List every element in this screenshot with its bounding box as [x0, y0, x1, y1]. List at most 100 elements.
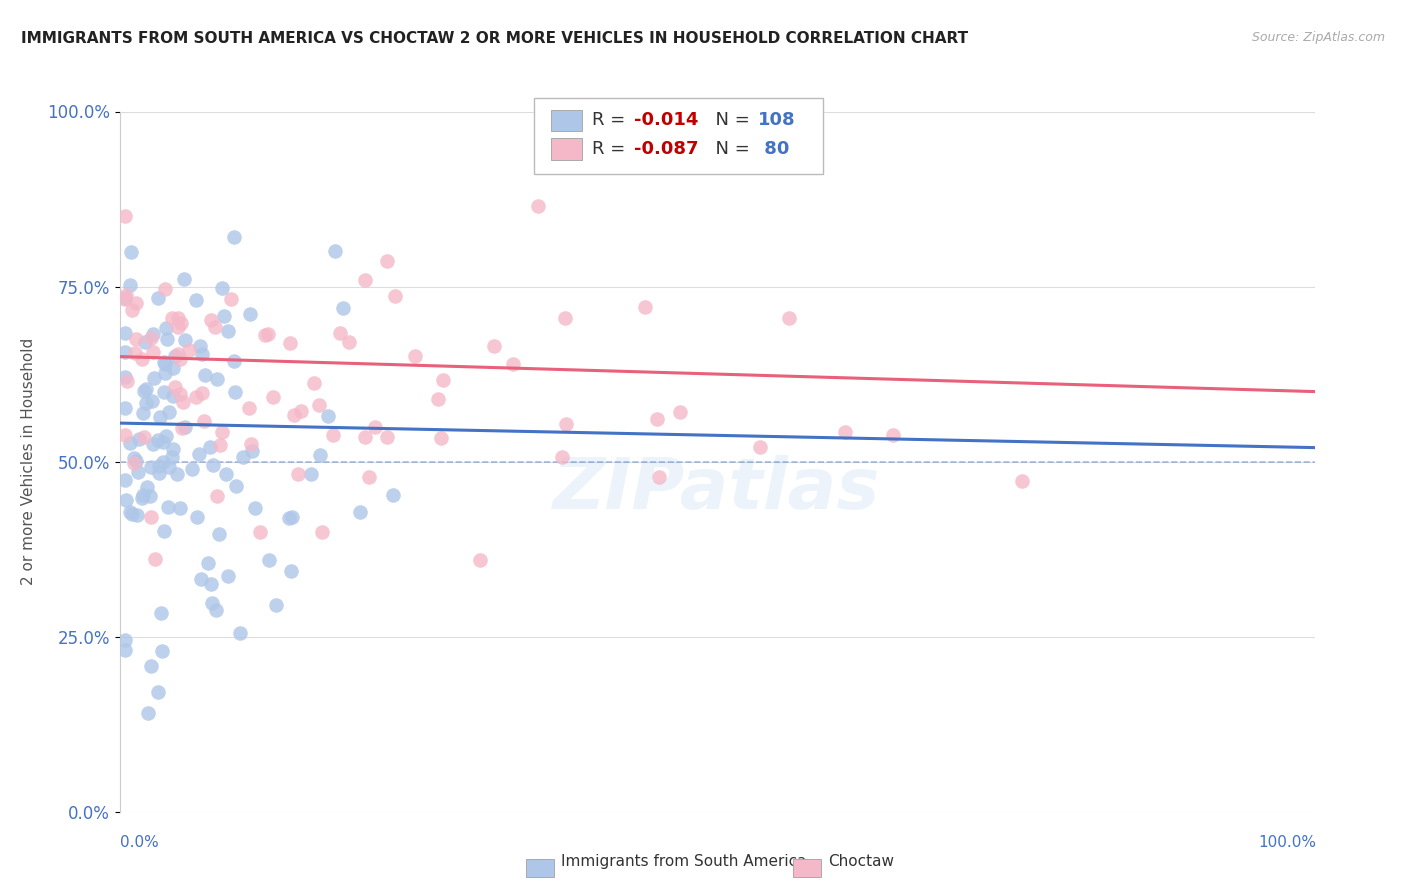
Point — [187, 447, 209, 461]
Point — [162, 442, 184, 457]
Point — [198, 440, 221, 454]
Point — [180, 462, 202, 476]
Point — [152, 385, 174, 400]
Point — [322, 428, 344, 442]
Point — [208, 527, 231, 541]
Point — [153, 524, 176, 538]
Point — [146, 433, 169, 447]
Point — [323, 244, 346, 258]
Point — [778, 310, 800, 325]
Point — [114, 474, 136, 488]
Point — [146, 291, 169, 305]
Point — [115, 374, 138, 388]
Point — [148, 467, 170, 481]
Point — [222, 229, 245, 244]
Point — [150, 644, 173, 658]
Point — [249, 524, 271, 539]
Point — [184, 391, 207, 405]
Text: 80: 80 — [758, 140, 789, 158]
Point — [308, 398, 330, 412]
Point — [134, 334, 156, 349]
Point — [166, 467, 188, 481]
Text: ZIPatlas: ZIPatlas — [554, 455, 880, 524]
Point — [208, 438, 231, 452]
Point — [162, 361, 184, 376]
Point — [186, 293, 208, 308]
Point — [834, 425, 856, 440]
Point — [162, 389, 184, 403]
Point — [166, 347, 188, 361]
Point — [382, 488, 405, 502]
Point — [135, 382, 157, 396]
Point — [174, 420, 197, 434]
Point — [281, 509, 304, 524]
Point — [186, 510, 208, 524]
Point — [132, 488, 155, 502]
Point — [280, 335, 302, 350]
Point — [217, 325, 239, 339]
Text: N =: N = — [704, 112, 756, 129]
Point — [648, 470, 671, 484]
Text: 108: 108 — [758, 112, 796, 129]
Point — [146, 685, 169, 699]
Point — [131, 407, 153, 421]
Point — [555, 417, 578, 431]
Point — [214, 310, 236, 324]
Point — [162, 310, 184, 325]
Point — [122, 451, 145, 466]
Point — [316, 409, 339, 423]
Point — [882, 428, 904, 442]
Point — [153, 357, 176, 371]
Point — [125, 454, 148, 468]
Point — [114, 401, 136, 415]
Point — [193, 414, 215, 428]
Point — [430, 431, 453, 445]
Point — [169, 351, 191, 366]
Point — [264, 598, 287, 612]
Point — [141, 459, 163, 474]
Point — [118, 277, 141, 292]
Point — [554, 310, 576, 325]
Point — [138, 489, 160, 503]
Point — [125, 296, 148, 310]
Point — [152, 455, 174, 469]
Point — [404, 349, 426, 363]
Point — [353, 273, 375, 287]
Text: Choctaw: Choctaw — [828, 855, 894, 869]
Point — [287, 467, 309, 481]
Point — [143, 552, 166, 566]
Point — [204, 320, 226, 334]
Point — [169, 316, 191, 330]
Point — [132, 384, 155, 399]
Point — [148, 409, 170, 424]
Point — [172, 395, 194, 409]
Point — [157, 405, 180, 419]
Point — [121, 302, 143, 317]
Point — [141, 510, 163, 524]
Point — [337, 335, 360, 350]
Point — [205, 489, 228, 503]
Point — [527, 199, 550, 213]
Point — [253, 327, 276, 342]
Point — [200, 313, 222, 327]
Point — [114, 370, 136, 384]
Point — [634, 300, 657, 314]
Point — [222, 354, 245, 368]
Text: IMMIGRANTS FROM SOUTH AMERICA VS CHOCTAW 2 OR MORE VEHICLES IN HOUSEHOLD CORRELA: IMMIGRANTS FROM SOUTH AMERICA VS CHOCTAW… — [21, 31, 969, 46]
Point — [243, 500, 266, 515]
Point — [377, 254, 399, 268]
Text: 100.0%: 100.0% — [1258, 836, 1316, 850]
Text: Source: ZipAtlas.com: Source: ZipAtlas.com — [1251, 31, 1385, 45]
Point — [156, 332, 179, 346]
Point — [191, 347, 214, 361]
Point — [135, 396, 157, 410]
Point — [142, 327, 165, 342]
Point — [156, 500, 179, 514]
Point — [551, 450, 574, 465]
Point — [127, 465, 149, 479]
Point — [188, 338, 211, 352]
Point — [155, 366, 177, 380]
Point — [302, 376, 325, 390]
Point — [114, 633, 136, 648]
Point — [200, 576, 222, 591]
